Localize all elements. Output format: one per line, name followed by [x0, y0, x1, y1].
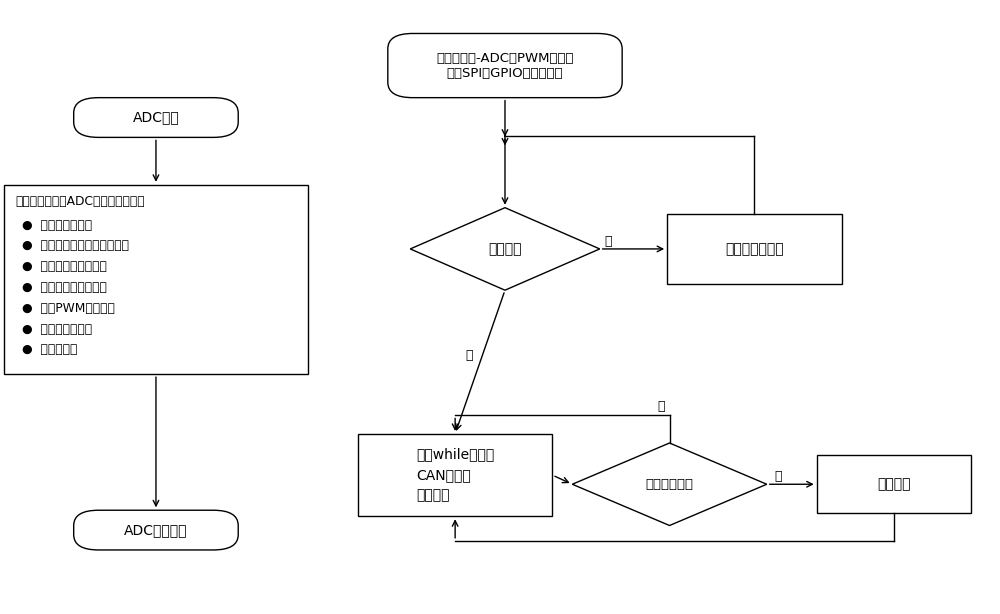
FancyBboxPatch shape [388, 34, 622, 98]
Text: 否: 否 [657, 400, 665, 413]
Text: ADC中断接收: ADC中断接收 [124, 523, 188, 537]
Text: 保护处理: 保护处理 [877, 477, 911, 491]
Text: 否: 否 [605, 235, 612, 248]
Bar [817, 455, 971, 513]
Bar [358, 434, 552, 516]
Text: 外设初始化-ADC、PWM、定时
器、SPI、GPIO、比较器等: 外设初始化-ADC、PWM、定时 器、SPI、GPIO、比较器等 [436, 52, 574, 80]
Text: ●  计算外环补偿数据；: ● 计算外环补偿数据； [22, 260, 107, 273]
Text: ●  均衡补偿；: ● 均衡补偿； [22, 343, 77, 356]
Text: 是否出现故障: 是否出现故障 [646, 478, 694, 491]
Text: ●  采集输出电压，输入电压；: ● 采集输出电压，输入电压； [22, 239, 129, 252]
Polygon shape [410, 208, 600, 290]
Text: ●  采集输出电流；: ● 采集输出电流； [22, 219, 92, 231]
Text: 自检程序: 自检程序 [488, 242, 522, 256]
Text: ●  计算内环补偿数据；: ● 计算内环补偿数据； [22, 281, 107, 294]
Text: ADC中断: ADC中断 [133, 111, 179, 125]
FancyBboxPatch shape [74, 98, 238, 138]
Text: 允许发电执行，ADC中断服务程序：: 允许发电执行，ADC中断服务程序： [16, 195, 145, 208]
Bar [4, 185, 308, 375]
Text: 报警，异常处理: 报警，异常处理 [725, 242, 784, 256]
Text: ●  保护逻辑处理；: ● 保护逻辑处理； [22, 322, 92, 335]
Text: 是: 是 [465, 349, 473, 362]
Text: 是: 是 [775, 470, 782, 483]
Bar [667, 214, 842, 284]
Polygon shape [572, 443, 767, 526]
Text: ●  更新PWM占空比；: ● 更新PWM占空比； [22, 301, 115, 315]
Text: 无限while循环；
CAN通信；
操作处理: 无限while循环； CAN通信； 操作处理 [416, 448, 494, 503]
FancyBboxPatch shape [74, 510, 238, 550]
